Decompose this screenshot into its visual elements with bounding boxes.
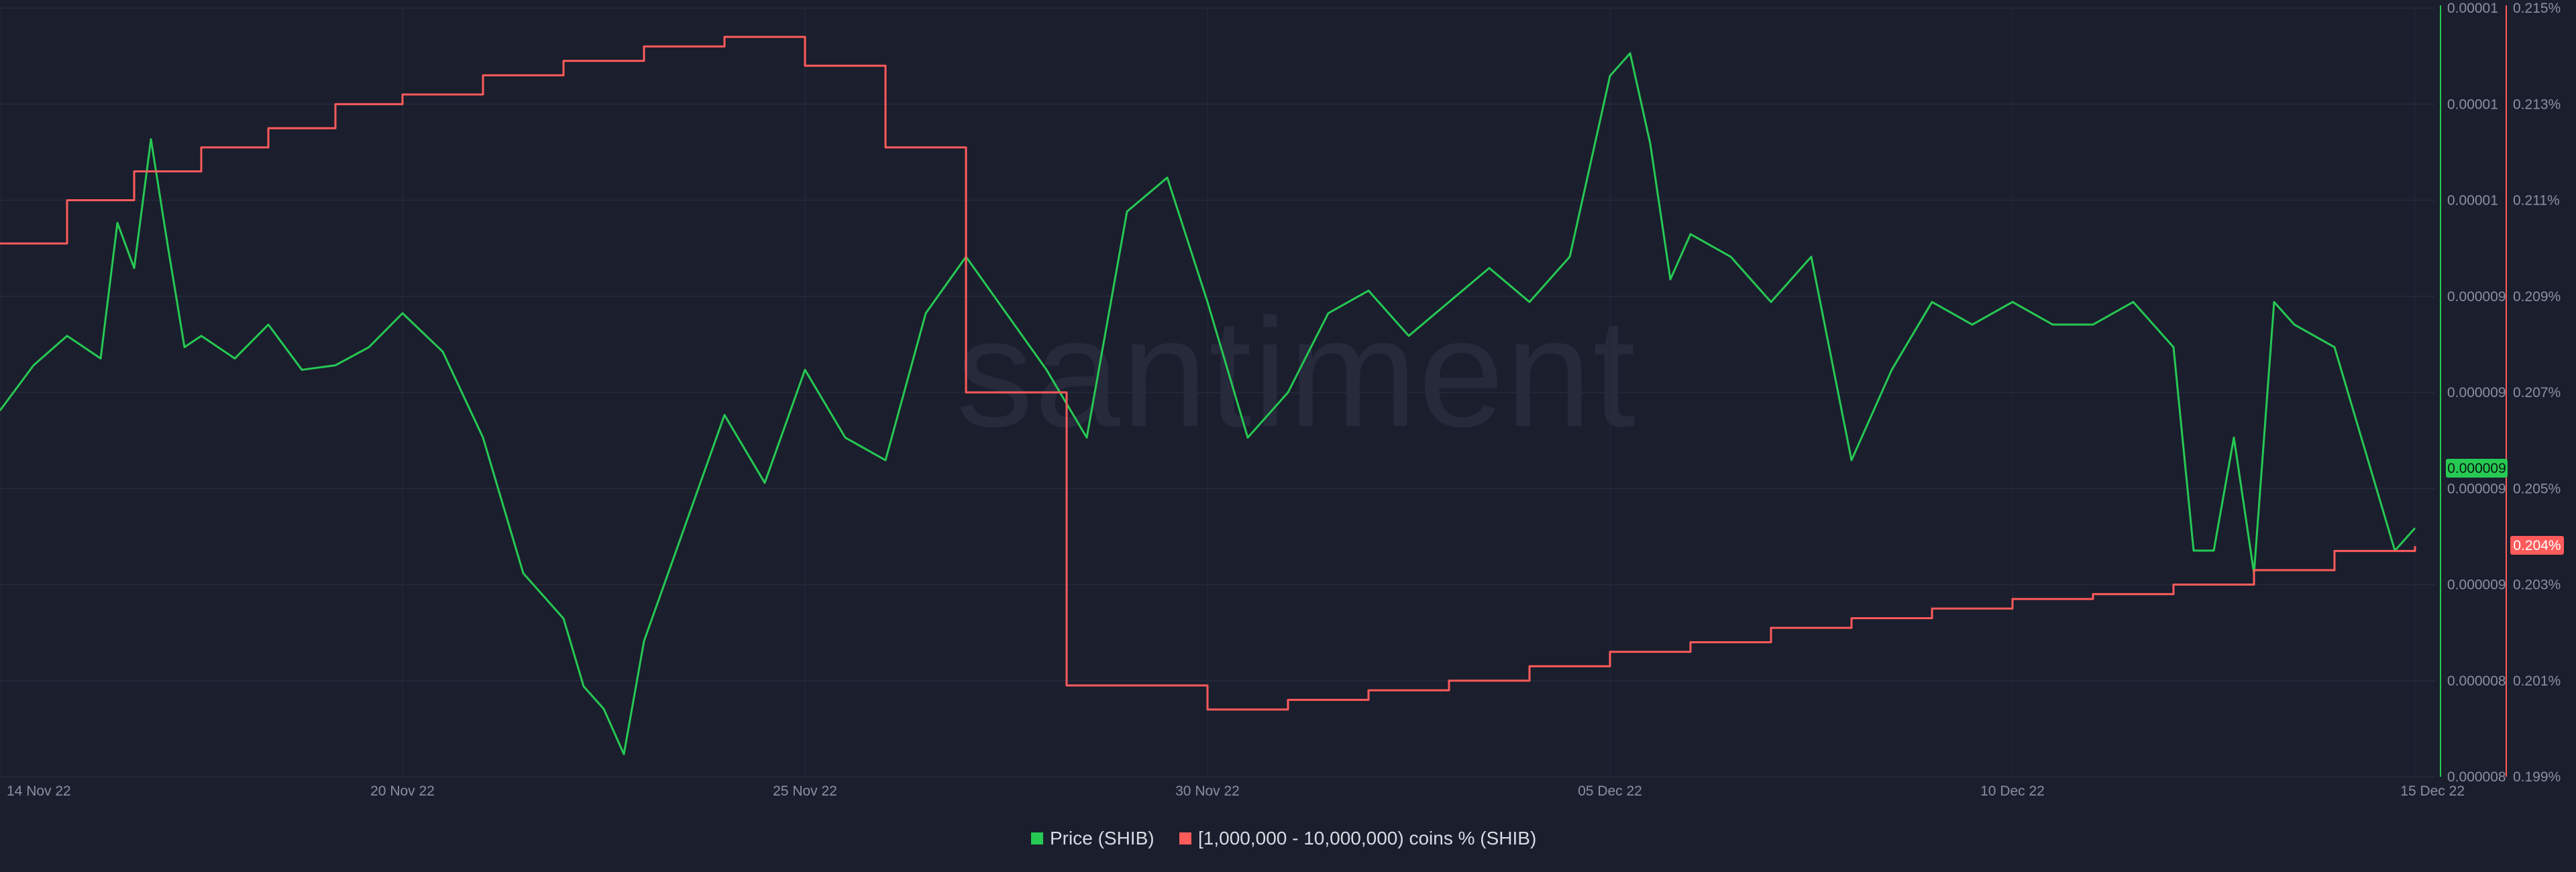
grid-layer [0,7,2435,777]
holders-y-tick-label: 0.205% [2513,481,2561,496]
price-current-badge-label: 0.000009 [2447,461,2506,476]
holders-y-tick-label: 0.209% [2513,289,2561,305]
price-current-badge [2446,459,2508,478]
legend-label-holders: [1,000,000 - 10,000,000) coins % (SHIB) [1198,828,1536,849]
price-y-tick-label: 0.000009 [2447,481,2506,496]
badge-layer: 0.000009 0.204% [2446,459,2564,555]
legend-label-price: Price (SHIB) [1050,828,1155,849]
x-tick-label: 30 Nov 22 [1175,783,1240,799]
price-y-tick-label: 0.000008 [2447,769,2506,785]
price-y-tick-label: 0.000009 [2447,578,2506,593]
holders-y-tick-label: 0.213% [2513,97,2561,112]
watermark-text: santiment [956,286,1637,459]
x-tick-label: 25 Nov 22 [773,783,837,799]
holders-y-tick-label: 0.207% [2513,385,2561,400]
price-y-tick-label: 0.000008 [2447,673,2506,689]
legend-swatch-price [1031,832,1043,844]
series-layer [0,36,2416,755]
price-y-tick-label: 0.00001 [2447,1,2498,16]
holders-y-tick-label: 0.211% [2513,193,2560,209]
holders-current-badge [2510,536,2564,555]
holders-y-tick-label: 0.199% [2513,769,2561,785]
holders-y-tick-label: 0.203% [2513,578,2561,593]
x-tick-label: 10 Dec 22 [1980,783,2045,799]
price-y-tick-label: 0.00001 [2447,193,2498,209]
price-y-tick-label: 0.000009 [2447,289,2506,305]
x-tick-label: 20 Nov 22 [370,783,435,799]
price-y-tick-label: 0.00001 [2447,97,2498,112]
price-y-tick-label: 0.000009 [2447,385,2506,400]
x-tick-label: 15 Dec 22 [2400,783,2465,799]
x-tick-label: 05 Dec 22 [1578,783,1642,799]
x-tick-label: 14 Nov 22 [7,783,71,799]
axis-layer: 14 Nov 22 20 Nov 22 25 Nov 22 30 Nov 22 05 D… [7,1,2561,799]
holders-y-tick-label: 0.215% [2513,1,2561,16]
holders-series-line [0,36,2416,711]
holders-y-tick-label: 0.201% [2513,673,2561,689]
holders-current-badge-label: 0.204% [2513,538,2561,553]
legend-swatch-holders [1179,832,1191,844]
price-series-line [0,52,2416,755]
legend: Price (SHIB) [1,000,000 - 10,000,000) co… [1031,828,1536,849]
